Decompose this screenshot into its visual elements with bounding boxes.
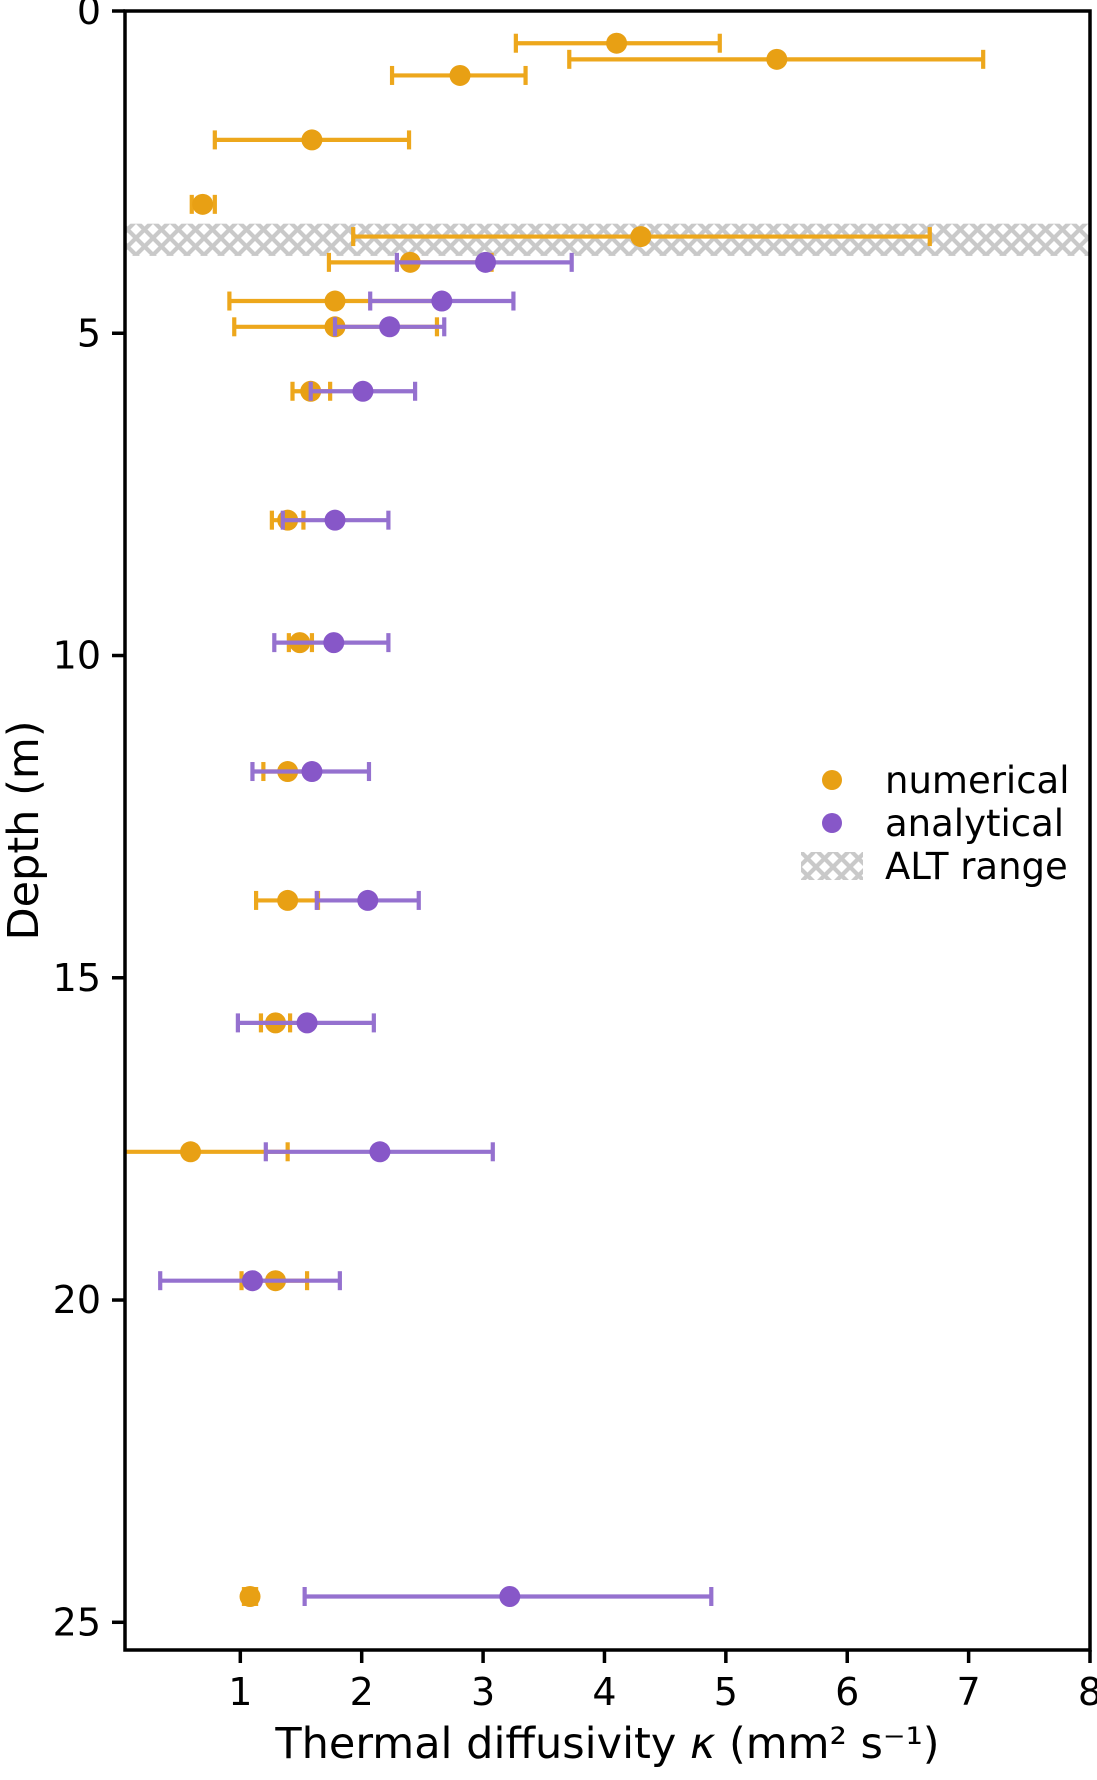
marker-dot [630, 226, 652, 248]
marker-dot [475, 251, 497, 273]
data-point-analytical [368, 290, 516, 312]
plot-frame [123, 9, 1092, 1652]
marker-dot [431, 290, 453, 312]
x-tick-label: 2 [350, 1670, 374, 1714]
marker-dot [323, 632, 345, 654]
data-point-numerical [189, 193, 217, 215]
legend-marker-numerical [822, 770, 842, 790]
marker-dot [301, 129, 323, 151]
data-point-numerical [212, 129, 412, 151]
y-tick-label: 0 [77, 0, 101, 33]
data-point-numerical [239, 1586, 261, 1608]
marker-dot [369, 1141, 391, 1163]
x-tick-label: 6 [835, 1670, 859, 1714]
marker-dot [357, 889, 379, 911]
data-point-numerical [513, 32, 722, 54]
x-axis-label: Thermal diffusivity κ (mm² s⁻¹) [274, 1719, 939, 1769]
axis-labels: Thermal diffusivity κ (mm² s⁻¹) Depth (m) [0, 720, 940, 1769]
marker-dot [499, 1586, 521, 1608]
x-tick-label: 5 [714, 1670, 738, 1714]
data-point-analytical [308, 380, 418, 402]
marker-dot [379, 316, 401, 338]
marker-dot [766, 48, 788, 70]
data-point-analytical [250, 761, 372, 783]
x-tick-label: 7 [957, 1670, 981, 1714]
legend-label-analytical: analytical [885, 802, 1064, 845]
legend-entry-numerical: numerical [822, 759, 1070, 802]
marker-dot [192, 193, 214, 215]
data-point-analytical [280, 509, 391, 531]
x-tick-label: 4 [592, 1670, 616, 1714]
data-point-analytical [302, 1586, 714, 1608]
legend-label-alt_band: ALT range [885, 845, 1068, 888]
x-tick-label: 8 [1078, 1670, 1097, 1714]
y-axis-label: Depth (m) [0, 720, 49, 940]
marker-dot [449, 64, 471, 86]
data-point-analytical [263, 1141, 495, 1163]
marker-dot [277, 889, 299, 911]
marker-dot [180, 1141, 202, 1163]
alt-range-band [125, 223, 1090, 256]
data-point-analytical [272, 632, 391, 654]
data-point-analytical [314, 889, 421, 911]
legend-label-numerical: numerical [885, 759, 1070, 802]
legend-hatch-swatch [801, 852, 863, 880]
y-tick-label: 15 [53, 956, 101, 1000]
y-tick-label: 20 [53, 1278, 101, 1322]
data-point-analytical [332, 316, 447, 338]
marker-dot [352, 380, 374, 402]
data-point-numerical [253, 889, 321, 911]
x-tick-label: 3 [471, 1670, 495, 1714]
data-point-numerical [567, 48, 986, 70]
y-tick-label: 25 [53, 1600, 101, 1644]
data-point-analytical [235, 1012, 376, 1034]
y-tick-label: 5 [77, 311, 101, 355]
series-numerical [125, 32, 986, 1608]
data-point-numerical [125, 1141, 290, 1163]
marker-dot [606, 32, 628, 54]
y-tick-label: 10 [53, 634, 101, 678]
data-series [125, 32, 986, 1608]
legend-entry-analytical: analytical [822, 802, 1064, 845]
series-analytical [158, 251, 714, 1608]
data-point-analytical [394, 251, 574, 273]
legend-entry-alt_band: ALT range [801, 845, 1068, 888]
axes-spines-and-ticks: 1 2 3 4 5 6 7 8 0 5 10 15 20 25 [53, 0, 1097, 1714]
marker-dot [239, 1586, 261, 1608]
legend-marker-analytical [822, 813, 842, 833]
alt-range-band-rect [125, 223, 1090, 256]
marker-dot [301, 761, 323, 783]
x-tick-label: 1 [228, 1670, 252, 1714]
marker-dot [241, 1270, 263, 1292]
data-point-numerical [389, 64, 528, 86]
marker-dot [324, 290, 346, 312]
data-point-numerical [351, 226, 932, 248]
marker-dot [296, 1012, 318, 1034]
marker-dot [324, 509, 346, 531]
data-point-analytical [158, 1270, 342, 1292]
